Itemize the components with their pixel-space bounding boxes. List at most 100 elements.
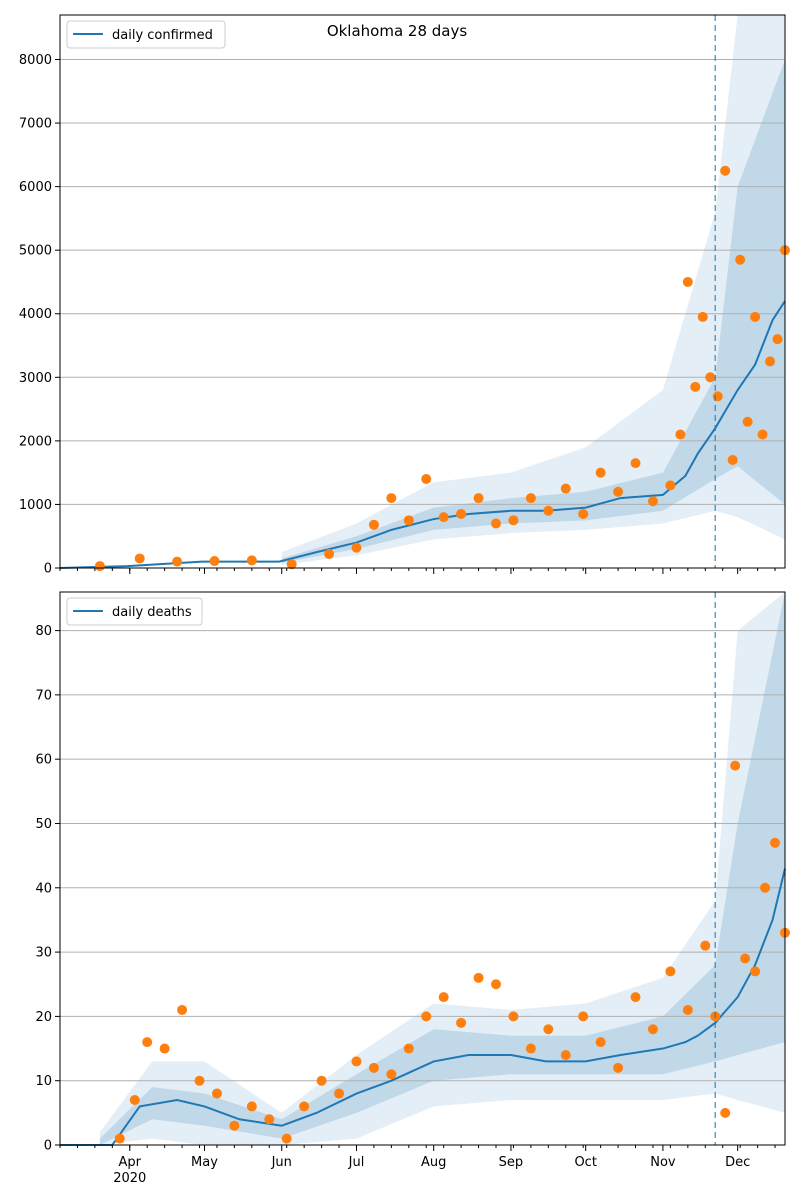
data-point	[490, 979, 501, 990]
data-point	[142, 1037, 153, 1048]
data-point	[630, 992, 641, 1003]
confirmed-x-ticks	[59, 568, 776, 574]
data-point	[421, 474, 432, 485]
y-tick-label: 20	[35, 1010, 52, 1025]
data-point	[700, 940, 711, 951]
data-point	[697, 311, 708, 322]
data-point	[209, 556, 220, 567]
y-tick-label: 30	[35, 946, 52, 961]
data-point	[595, 1037, 606, 1048]
y-tick-label: 0	[44, 1139, 52, 1154]
deaths-bands	[99, 592, 785, 1145]
y-tick-label: 8000	[19, 53, 52, 68]
uncertainty-band-outer	[99, 592, 785, 1145]
legend-label: daily confirmed	[112, 28, 213, 43]
y-tick-label: 50	[35, 817, 52, 832]
y-tick-label: 80	[35, 624, 52, 639]
x-tick-label: Oct	[574, 1155, 596, 1170]
data-point	[194, 1075, 205, 1086]
data-point	[613, 486, 624, 497]
x-tick-label: Nov	[650, 1155, 676, 1170]
y-tick-label: 40	[35, 881, 52, 896]
data-point	[438, 992, 449, 1003]
x-tick-label: 2020	[113, 1171, 146, 1186]
data-point	[299, 1101, 310, 1112]
data-point	[351, 1056, 362, 1067]
legend-label: daily deaths	[112, 605, 192, 620]
data-point	[772, 334, 783, 345]
deaths-axes-frame	[59, 591, 786, 1146]
data-point	[682, 1004, 693, 1015]
data-point	[286, 559, 297, 570]
data-point	[740, 953, 751, 964]
y-tick-label: 2000	[19, 434, 52, 449]
x-tick-label: Jun	[271, 1155, 292, 1170]
data-point	[543, 1024, 554, 1035]
data-point	[403, 515, 414, 526]
data-point	[264, 1114, 275, 1125]
data-point	[177, 1004, 188, 1015]
x-tick-label: Aug	[421, 1155, 446, 1170]
x-tick-label: Sep	[499, 1155, 524, 1170]
data-point	[281, 1133, 292, 1144]
data-point	[246, 555, 257, 566]
data-point	[490, 518, 501, 529]
data-point	[316, 1075, 327, 1086]
data-point	[560, 1049, 571, 1060]
data-point	[735, 254, 746, 265]
data-point	[750, 311, 761, 322]
confirmed-bands	[281, 15, 785, 565]
legend-box	[66, 597, 203, 626]
data-point	[705, 372, 716, 383]
data-point	[246, 1101, 257, 1112]
data-point	[665, 480, 676, 491]
data-point	[675, 429, 686, 440]
data-point	[525, 493, 536, 504]
confirmed-grid	[60, 58, 785, 505]
data-point	[765, 356, 776, 367]
data-point	[456, 508, 467, 519]
data-point	[665, 966, 676, 977]
data-point	[742, 416, 753, 427]
data-point	[134, 553, 145, 564]
data-point	[613, 1062, 624, 1073]
x-tick-label: May	[191, 1155, 218, 1170]
y-tick-label: 6000	[19, 180, 52, 195]
data-point	[368, 519, 379, 530]
chart-title: Oklahoma 28 days	[327, 22, 468, 40]
data-point	[421, 1011, 432, 1022]
y-tick-label: 4000	[19, 307, 52, 322]
x-tick-label: Apr	[119, 1155, 142, 1170]
confirmed-legend: daily confirmed	[66, 20, 226, 49]
data-point	[578, 1011, 589, 1022]
deaths-legend: daily deaths	[66, 597, 203, 626]
data-point	[508, 515, 519, 526]
data-point	[172, 556, 183, 567]
data-point	[473, 493, 484, 504]
data-point	[630, 458, 641, 469]
data-point	[647, 496, 658, 507]
data-point	[543, 505, 554, 516]
data-point	[757, 429, 768, 440]
confirmed-axes-frame	[59, 14, 786, 569]
confirmed-panel: 0 1000 2000 3000 4000 5000 6000 7000 8000 Oklaho…	[19, 14, 790, 577]
data-point	[334, 1088, 345, 1099]
data-point	[438, 512, 449, 523]
data-point	[94, 561, 105, 572]
uncertainty-band-inner	[99, 592, 785, 1145]
data-point	[712, 391, 723, 402]
y-tick-label: 5000	[19, 244, 52, 259]
data-point	[473, 972, 484, 983]
y-tick-label: 3000	[19, 371, 52, 386]
y-tick-label: 60	[35, 753, 52, 768]
y-tick-label: 0	[44, 562, 52, 577]
y-tick-label: 70	[35, 688, 52, 703]
data-point	[508, 1011, 519, 1022]
y-tick-label: 1000	[19, 498, 52, 513]
data-point	[386, 1069, 397, 1080]
data-point	[229, 1120, 240, 1131]
uncertainty-band-outer	[281, 15, 785, 565]
